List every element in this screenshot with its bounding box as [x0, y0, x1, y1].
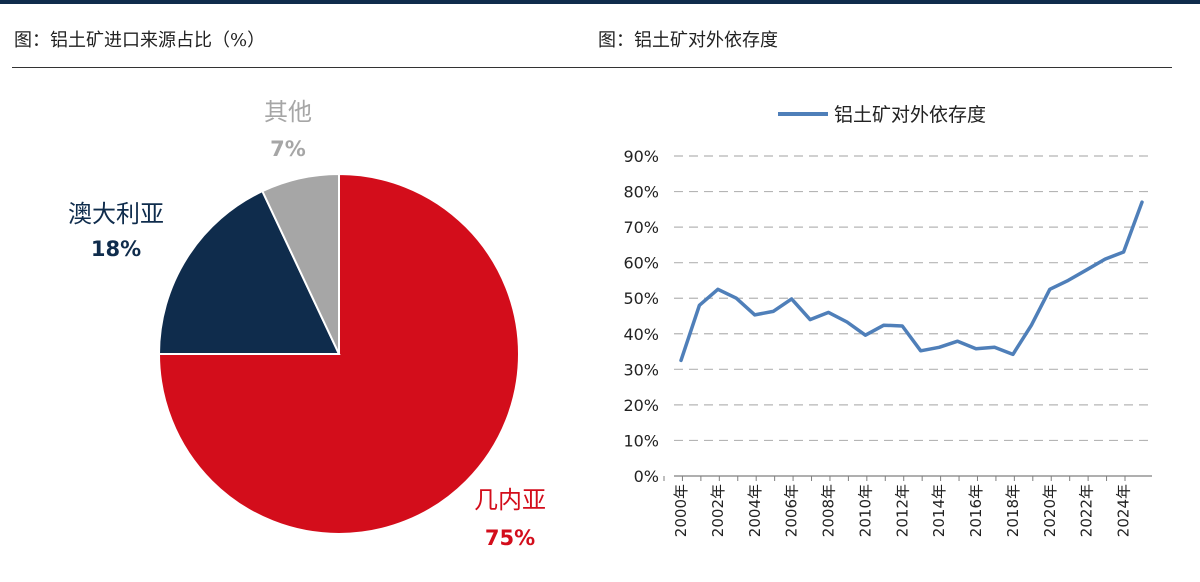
x-tick-label: 2012年	[893, 484, 911, 537]
y-tick-label: 50%	[623, 289, 659, 308]
y-tick-label: 80%	[623, 183, 659, 202]
x-tick-label: 2008年	[820, 484, 838, 537]
pie-slice	[261, 172, 340, 355]
header-bar	[0, 0, 1200, 4]
pie-slice-label: 澳大利亚	[68, 200, 164, 228]
x-tick-label: 2014年	[930, 484, 948, 537]
line-series	[679, 200, 1144, 363]
pie-value-label: 75%	[485, 526, 535, 550]
pie-slice	[157, 172, 520, 535]
x-tick-label: 2004年	[746, 484, 764, 537]
y-tick-label: 70%	[623, 218, 659, 237]
y-tick-label: 10%	[623, 431, 659, 450]
x-tick-label: 2020年	[1041, 484, 1059, 537]
legend-label: 铝土矿对外依存度	[834, 104, 986, 126]
x-tick-label: 2006年	[783, 484, 801, 537]
x-tick-label: 2002年	[709, 484, 727, 537]
pie-slice-label: 其他	[264, 98, 312, 126]
y-tick-label: 30%	[623, 360, 659, 379]
x-tick-label: 2024年	[1115, 484, 1133, 537]
x-tick-label: 2016年	[967, 484, 985, 537]
pie-value-label: 18%	[91, 237, 141, 261]
y-tick-label: 90%	[623, 147, 659, 166]
title-divider	[12, 67, 1172, 68]
x-tick-label: 2022年	[1078, 484, 1096, 537]
pie-figure-title: 图：铝土矿进口来源占比（%）	[14, 30, 266, 51]
pie-value-label: 7%	[270, 137, 306, 161]
y-tick-label: 40%	[623, 325, 659, 344]
y-tick-label: 20%	[623, 396, 659, 415]
y-tick-label: 0%	[634, 467, 659, 486]
pie-slice-label: 几内亚	[474, 486, 546, 514]
x-tick-label: 2010年	[856, 484, 874, 537]
y-tick-label: 60%	[623, 254, 659, 273]
x-tick-label: 2000年	[672, 484, 690, 537]
pie-slice	[157, 189, 341, 355]
x-tick-label: 2018年	[1004, 484, 1022, 537]
line-figure-title: 图：铝土矿对外依存度	[598, 30, 778, 51]
